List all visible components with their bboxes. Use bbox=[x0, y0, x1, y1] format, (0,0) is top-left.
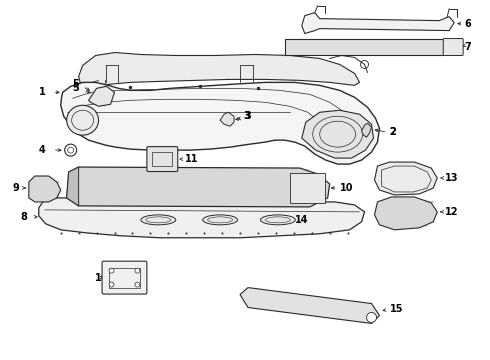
Ellipse shape bbox=[141, 215, 176, 225]
Text: 7: 7 bbox=[464, 41, 471, 51]
Text: 1: 1 bbox=[39, 87, 46, 97]
Circle shape bbox=[109, 268, 114, 273]
Bar bbox=[285, 39, 444, 55]
Text: 14: 14 bbox=[295, 215, 308, 225]
Bar bbox=[152, 152, 172, 166]
Bar bbox=[108, 268, 141, 288]
Text: 3: 3 bbox=[243, 111, 250, 121]
Polygon shape bbox=[302, 13, 454, 33]
Ellipse shape bbox=[261, 215, 295, 225]
Text: 11: 11 bbox=[185, 154, 199, 164]
Polygon shape bbox=[302, 110, 373, 158]
FancyBboxPatch shape bbox=[147, 147, 178, 171]
Polygon shape bbox=[39, 198, 365, 238]
Text: 2: 2 bbox=[390, 127, 396, 137]
Polygon shape bbox=[61, 82, 379, 164]
Polygon shape bbox=[374, 197, 437, 230]
Polygon shape bbox=[362, 123, 371, 137]
Circle shape bbox=[135, 268, 140, 273]
Circle shape bbox=[65, 144, 76, 156]
Text: 5: 5 bbox=[73, 84, 79, 93]
Polygon shape bbox=[374, 162, 437, 195]
Ellipse shape bbox=[67, 105, 98, 135]
Bar bbox=[290, 173, 325, 203]
Polygon shape bbox=[29, 176, 61, 202]
Polygon shape bbox=[67, 167, 78, 206]
FancyBboxPatch shape bbox=[443, 39, 463, 55]
Text: 2: 2 bbox=[390, 127, 396, 137]
Circle shape bbox=[109, 282, 114, 287]
Ellipse shape bbox=[203, 215, 238, 225]
Polygon shape bbox=[67, 167, 330, 207]
Text: 6: 6 bbox=[464, 19, 471, 28]
Polygon shape bbox=[89, 86, 115, 106]
Text: 9: 9 bbox=[13, 183, 20, 193]
Text: 8: 8 bbox=[21, 212, 28, 222]
Text: 12: 12 bbox=[445, 207, 459, 217]
Text: 16: 16 bbox=[95, 273, 108, 283]
Text: 10: 10 bbox=[340, 183, 353, 193]
Text: 15: 15 bbox=[390, 305, 403, 315]
Polygon shape bbox=[78, 53, 360, 86]
Circle shape bbox=[135, 282, 140, 287]
Text: 3: 3 bbox=[244, 111, 251, 121]
Circle shape bbox=[367, 312, 376, 323]
Text: 5: 5 bbox=[73, 79, 79, 89]
Polygon shape bbox=[220, 112, 234, 126]
Text: 4: 4 bbox=[39, 145, 46, 155]
Text: 13: 13 bbox=[445, 173, 459, 183]
Polygon shape bbox=[240, 288, 379, 323]
FancyBboxPatch shape bbox=[102, 261, 147, 294]
